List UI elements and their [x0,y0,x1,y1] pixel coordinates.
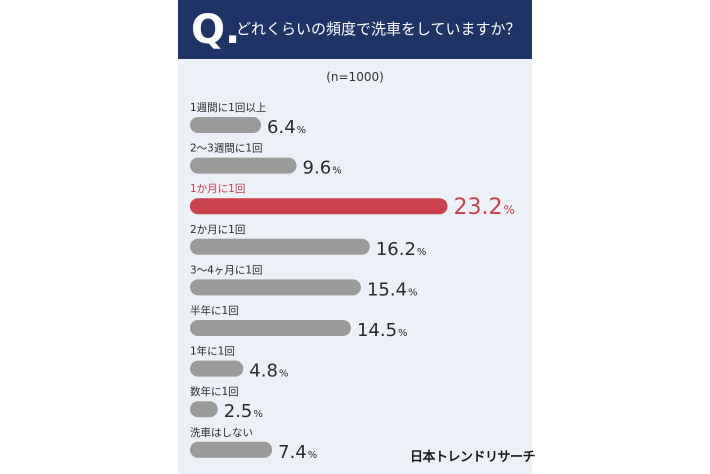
category-label: 数年に1回 [190,385,239,398]
category-label: 洗車はしない [190,426,253,439]
bar [190,401,218,418]
bar [190,320,351,336]
value-label: 9.6% [303,158,342,179]
category-label: 2か月に1回 [190,224,245,236]
value-label: 14.5% [357,320,408,341]
bar [190,279,361,296]
question-text: どれくらいの頻度で洗車をしていますか？ [236,20,521,38]
value-label: 23.2% [454,195,515,220]
brand-logo: 日本トレンドリサーチ [410,450,536,465]
category-label: 1か月に1回 [190,183,245,195]
category-label: 1年に1回 [190,345,235,358]
bar [190,117,262,133]
survey-card: Q. どれくらいの頻度で洗車をしていますか？ (n=1000) 1週間に1回以上… [178,0,536,474]
bar [190,238,370,255]
category-label: 3〜4ヶ月に1回 [190,264,263,276]
bar [190,198,448,215]
category-label: 半年に1回 [190,304,239,317]
question-header: Q. どれくらいの頻度で洗車をしていますか？ [178,0,532,59]
sample-size-label: (n=1000) [326,70,384,84]
bar [190,441,273,458]
value-label: 4.8% [249,361,288,382]
value-label: 15.4% [367,279,418,300]
category-label: 1週間に1回以上 [190,102,266,114]
bar [190,360,244,377]
category-label: 2〜3週間に1回 [190,143,263,155]
value-label: 2.5% [224,401,263,422]
value-label: 6.4% [267,117,306,138]
value-label: 7.4% [278,442,317,463]
bar [190,157,297,174]
q-mark: Q. [191,7,241,53]
value-label: 16.2% [376,239,427,260]
